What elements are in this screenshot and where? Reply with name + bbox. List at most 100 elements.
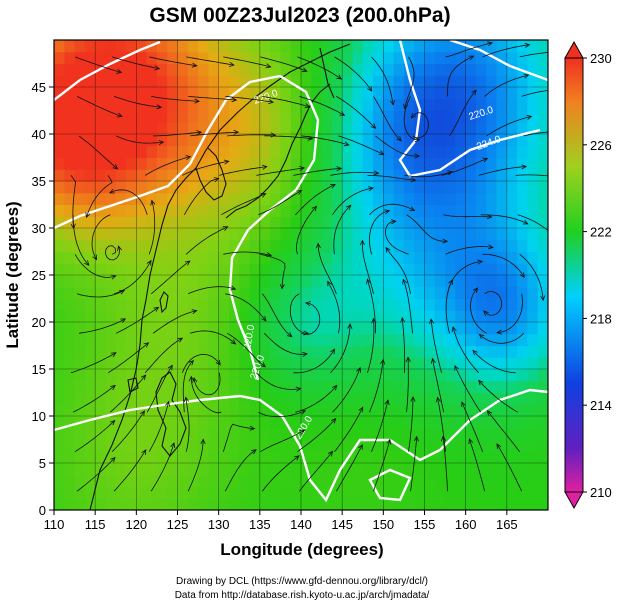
streamline-arrowhead [215,359,221,366]
heat-cell [95,145,107,159]
heat-cell [527,380,539,394]
heat-cell [290,263,302,276]
heat-cell [156,192,168,206]
heat-cell [54,145,65,159]
streamline-arrowhead [483,310,489,316]
heat-cell [198,286,209,300]
heat-cell [187,451,199,464]
heat-cell [54,310,65,323]
heat-cell [537,451,548,464]
heat-cell [373,275,384,288]
heat-cell [95,357,107,370]
heat-cell [352,392,364,405]
streamline [482,44,530,58]
heat-cell [352,63,364,76]
heat-cell [445,122,456,135]
streamline [486,116,532,137]
heat-cell [383,333,395,347]
heat-cell [259,216,271,229]
heat-cell [476,380,487,394]
heat-cell [476,439,487,452]
streamline-arrowhead [442,238,449,244]
contour-222-south-loop [368,468,412,502]
heat-cell [527,63,539,76]
heat-cell [342,275,354,288]
heat-cell [506,286,518,300]
heat-cell [527,427,539,441]
heat-cell [290,192,302,206]
heat-cell [352,169,364,182]
streamline [225,293,267,322]
heat-cell [136,345,148,358]
heat-cell [455,369,467,382]
heat-cell [383,322,395,335]
streamline-arrowhead [110,274,117,280]
heat-cell [506,451,518,464]
streamline-arrowhead [141,449,147,455]
heat-cell [95,474,107,488]
heat-cell [424,451,436,464]
heat-cell [455,122,467,135]
heat-cell [177,134,189,147]
heat-cell [352,251,364,264]
heat-cell [517,357,528,370]
heat-cell [362,498,374,510]
heat-cell [321,310,333,323]
heat-cell [229,275,240,288]
heat-cell [156,486,168,499]
heat-cell [321,157,333,170]
heat-cell [517,40,528,53]
heat-cell [156,322,168,335]
heat-cell [126,345,137,358]
heat-cell [54,251,65,264]
heat-cell [342,369,354,382]
streamline [469,438,485,492]
heat-cell [537,110,548,123]
heat-cell [362,75,374,88]
heat-cell [126,439,137,452]
heat-cell [198,157,209,170]
heat-cell [208,275,220,288]
heat-cell [239,263,251,276]
heat-cell [229,75,240,88]
heat-cell [476,463,487,476]
x-tick-label: 155 [414,517,436,532]
heat-cell [84,463,96,476]
heat-cell [115,380,127,394]
heat-cell [506,204,518,217]
heat-cell [424,75,436,88]
heat-cell [74,204,86,217]
heat-cell [527,392,539,405]
heat-cell [105,474,117,488]
heat-cell [177,451,189,464]
heat-cell [311,145,323,159]
streamline [301,302,321,335]
heat-cell [321,345,333,358]
streamline-arrowhead [191,309,198,315]
heat-cell [280,157,292,170]
streamline [293,348,335,374]
heat-cell [177,333,189,347]
heat-cell [84,298,96,311]
streamline-arrowhead [279,283,285,290]
streamline-arrowhead [233,129,240,135]
heat-cell [198,369,209,382]
heat-cell [167,40,179,53]
heat-cell [290,75,302,88]
heat-cell [496,157,508,170]
heat-cell [321,228,333,241]
heat-cell [198,310,209,323]
heat-cell [362,404,374,417]
heat-cell [290,134,302,147]
heat-cell [270,251,281,264]
heat-cell [280,369,292,382]
heat-cell [414,392,426,405]
heat-cell [270,451,281,464]
heat-cell [331,75,343,88]
streamline-arrowhead [84,260,90,266]
heat-cell [115,357,127,370]
heat-cell [198,110,209,123]
heat-cell [455,192,467,206]
streamline-arrowhead [468,55,475,61]
heat-cell [208,192,220,206]
